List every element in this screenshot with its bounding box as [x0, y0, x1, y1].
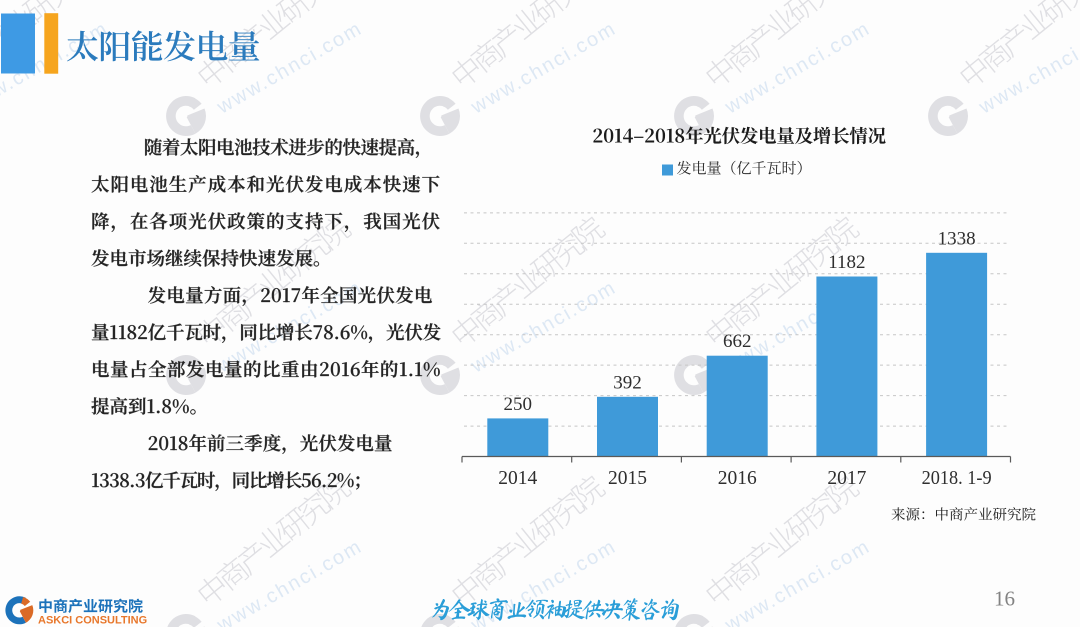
svg-text:2015: 2015 [608, 468, 647, 489]
svg-text:2016: 2016 [718, 468, 757, 489]
svg-text:2014: 2014 [498, 468, 537, 489]
svg-text:1338: 1338 [938, 228, 976, 249]
svg-text:392: 392 [613, 372, 642, 393]
svg-text:2018. 1-9: 2018. 1-9 [922, 468, 992, 489]
svg-text:662: 662 [723, 331, 752, 352]
svg-text:2017: 2017 [827, 468, 866, 489]
svg-text:1182: 1182 [828, 252, 865, 273]
svg-text:ASKCI CONSULTING: ASKCI CONSULTING [38, 615, 147, 627]
svg-text:250: 250 [504, 394, 533, 415]
svg-text:16: 16 [994, 587, 1015, 611]
